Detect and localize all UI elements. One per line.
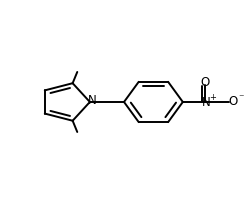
Text: N: N: [201, 96, 210, 109]
Text: N: N: [88, 94, 97, 107]
Text: O: O: [201, 76, 210, 89]
Text: +: +: [209, 93, 216, 102]
Text: O: O: [229, 95, 238, 108]
Text: ⁻: ⁻: [239, 93, 244, 103]
